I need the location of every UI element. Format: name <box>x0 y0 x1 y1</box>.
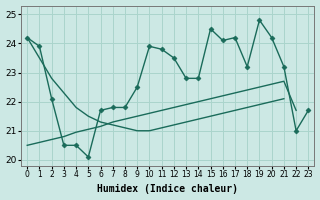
X-axis label: Humidex (Indice chaleur): Humidex (Indice chaleur) <box>97 184 238 194</box>
